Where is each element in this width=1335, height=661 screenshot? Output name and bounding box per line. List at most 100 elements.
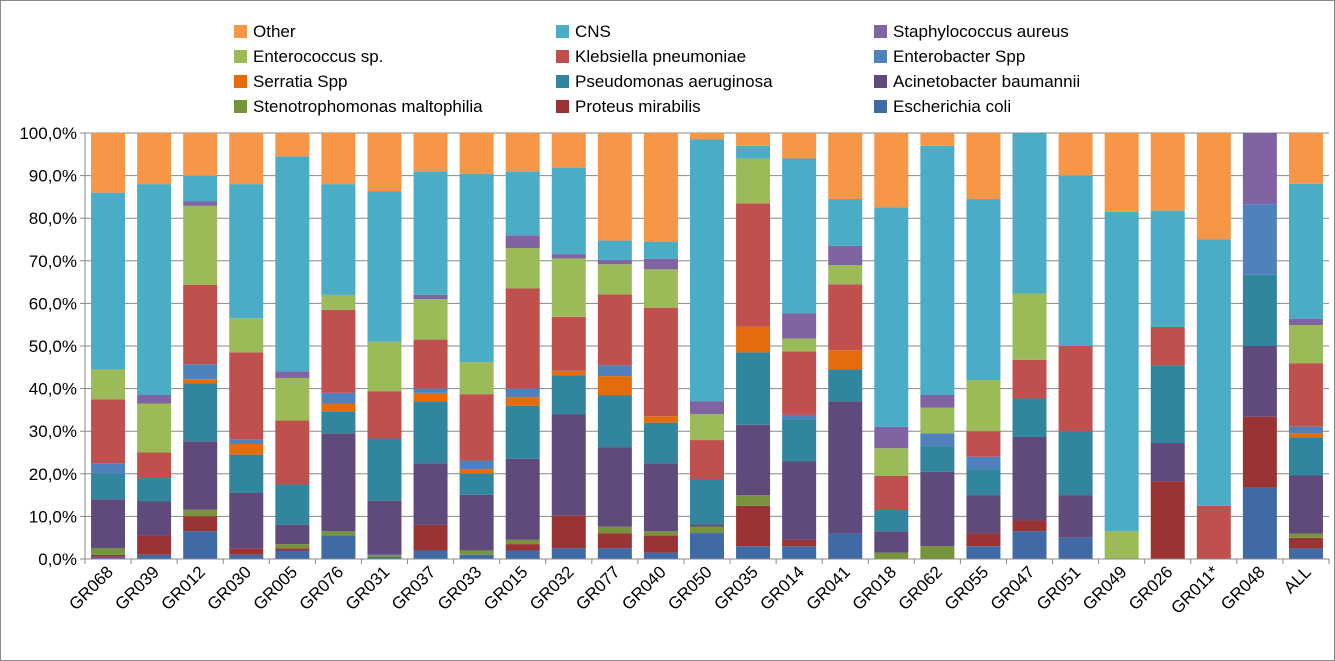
bar-segment xyxy=(505,539,540,545)
bar-segment xyxy=(505,288,540,389)
bar-segment xyxy=(828,533,863,559)
bar-segment xyxy=(828,350,863,370)
bar-segment xyxy=(275,377,310,421)
bar-segment xyxy=(367,438,402,501)
bar-segment xyxy=(505,133,540,172)
bar-segment xyxy=(183,133,218,176)
bar-segment xyxy=(459,173,494,363)
bar-segment xyxy=(782,313,817,339)
bar-segment xyxy=(137,501,172,536)
bar-segment xyxy=(91,463,126,474)
bar-segment xyxy=(966,456,1001,470)
bar-segment xyxy=(597,264,632,295)
x-tick-label: GR047 xyxy=(987,562,1039,614)
y-tick-label: 50,0% xyxy=(29,337,77,356)
bar-segment xyxy=(551,258,586,317)
bar-segment xyxy=(1150,327,1185,366)
y-tick-label: 70,0% xyxy=(29,252,77,271)
bar-segment xyxy=(1288,533,1323,538)
bar-segment xyxy=(736,133,771,146)
y-tick-label: 100,0% xyxy=(19,124,77,143)
x-tick-label: GR005 xyxy=(250,562,302,614)
bar-segment xyxy=(459,394,494,461)
bar-segment xyxy=(782,351,817,415)
bar-segment xyxy=(91,399,126,464)
bar-segment xyxy=(367,391,402,439)
bar-segment xyxy=(413,463,448,525)
bar-segment xyxy=(1104,211,1139,532)
y-tick-label: 0,0% xyxy=(38,550,77,569)
bar-segment xyxy=(551,548,586,559)
bar-segment xyxy=(690,526,724,534)
bar-segment xyxy=(91,556,126,559)
bar-segment xyxy=(459,554,494,559)
x-tick-label: GR051 xyxy=(1033,562,1085,614)
bar-segment xyxy=(321,531,356,536)
bar-segment xyxy=(413,171,448,295)
bar-segment xyxy=(597,294,632,366)
bar-segment xyxy=(229,548,264,555)
bar-segment xyxy=(1104,531,1139,559)
bar-segment xyxy=(1288,133,1323,184)
bar-segment xyxy=(1012,436,1047,521)
legend-label: Pseudomonas aeruginosa xyxy=(575,72,773,91)
bar-segment xyxy=(183,379,218,384)
bar-segment xyxy=(413,392,448,402)
bar-segment xyxy=(1196,505,1231,559)
bar-segment xyxy=(275,548,310,551)
legend-label: Enterobacter Spp xyxy=(893,47,1025,66)
bar-segment xyxy=(321,294,356,310)
bar-segment xyxy=(920,546,955,559)
bar-segment xyxy=(275,550,310,559)
bar-segment xyxy=(459,469,494,474)
bar-segment xyxy=(183,364,218,380)
x-tick-label: GR039 xyxy=(111,562,163,614)
bar-segment xyxy=(91,554,126,557)
bar-segment xyxy=(367,554,402,557)
x-tick-label: GR037 xyxy=(388,562,440,614)
bar-segment xyxy=(597,395,632,448)
bar-segment xyxy=(1288,475,1323,534)
bar-segment xyxy=(183,201,218,206)
x-tick-label: GR040 xyxy=(618,562,670,614)
bar-segment xyxy=(874,448,909,476)
bar-segment xyxy=(874,207,909,427)
x-tick-label: GR076 xyxy=(296,562,348,614)
bar-segment xyxy=(505,235,540,249)
bar-segment xyxy=(643,535,678,553)
bar-segment xyxy=(828,369,863,402)
bar-segment xyxy=(367,556,402,559)
bar-segment xyxy=(828,133,863,200)
bar-segment xyxy=(690,533,724,559)
bar-segment xyxy=(91,548,126,555)
bar-segment xyxy=(1288,183,1323,319)
bar-segment xyxy=(828,199,863,246)
bar-segment xyxy=(736,352,771,425)
legend-label: Enterococcus sp. xyxy=(253,47,383,66)
y-tick-label: 20,0% xyxy=(29,465,77,484)
bar-segment xyxy=(91,133,126,193)
bar-segment xyxy=(459,550,494,555)
bar-segment xyxy=(1288,426,1323,434)
bar-segment xyxy=(1196,133,1231,240)
bar-segment xyxy=(690,139,724,402)
bar-segment xyxy=(643,531,678,536)
bar-segment xyxy=(137,394,172,404)
bar-segment xyxy=(459,362,494,395)
bar-segment xyxy=(551,133,586,168)
bar-segment xyxy=(920,446,955,472)
bar-segment xyxy=(275,420,310,485)
bar-segment xyxy=(597,259,632,265)
bar-segment xyxy=(690,524,724,527)
bar-segment xyxy=(1058,133,1093,176)
legend-swatch xyxy=(556,25,569,38)
bar-segment xyxy=(137,478,172,502)
bar-segment xyxy=(1288,363,1323,427)
bar-segment xyxy=(137,403,172,453)
bar-segment xyxy=(275,133,310,157)
legend-swatch xyxy=(556,50,569,63)
bar-segment xyxy=(874,426,909,449)
bar-segment xyxy=(91,369,126,400)
x-tick-label: GR035 xyxy=(710,562,762,614)
